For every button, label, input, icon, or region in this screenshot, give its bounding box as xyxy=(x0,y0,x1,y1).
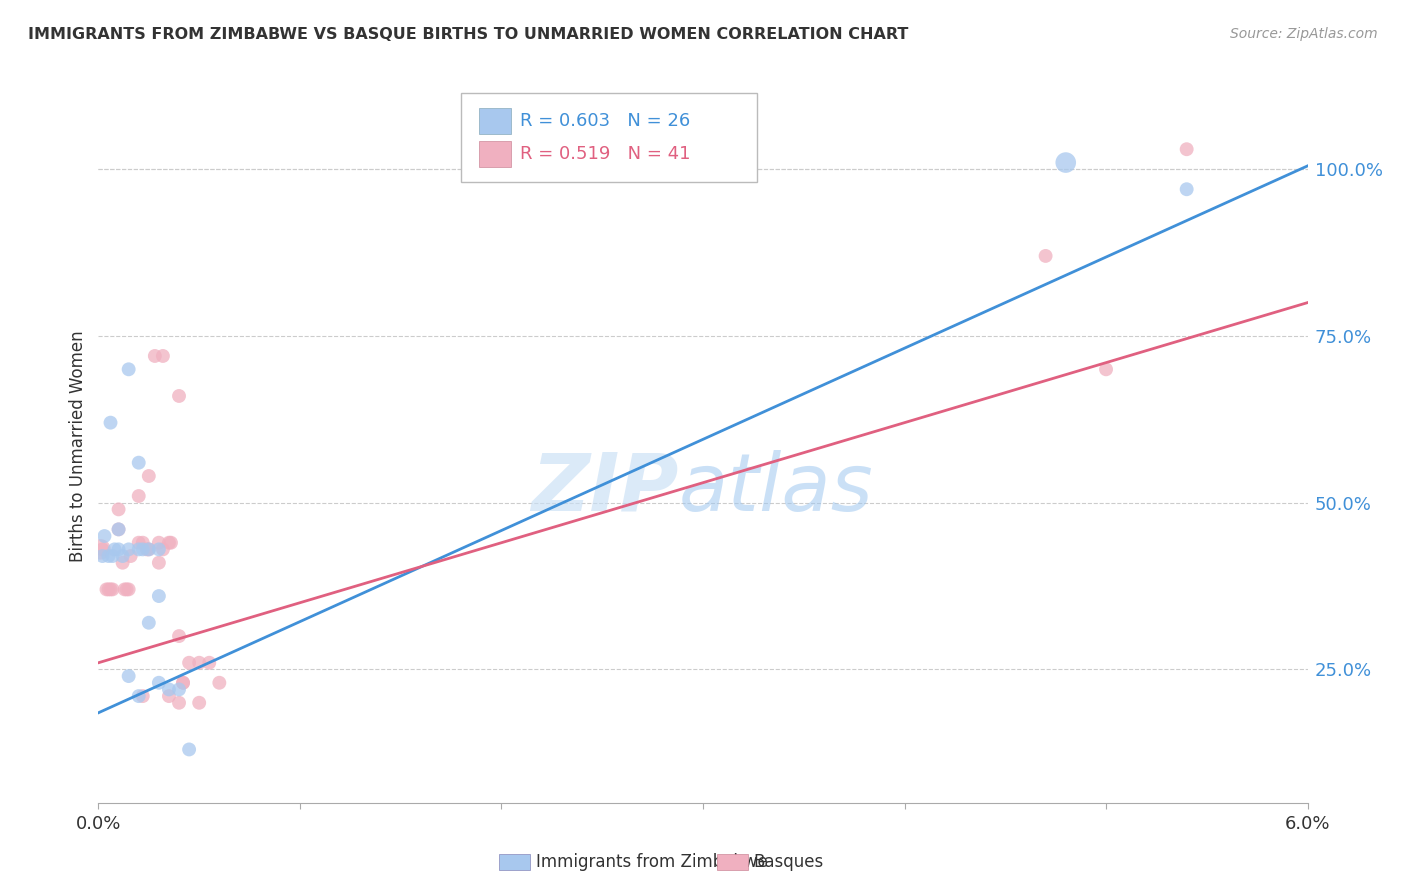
Point xyxy=(148,675,170,690)
Point xyxy=(128,535,150,549)
FancyBboxPatch shape xyxy=(479,141,510,167)
Point xyxy=(111,556,134,570)
Point xyxy=(138,615,160,630)
Point xyxy=(157,689,180,703)
Point xyxy=(172,675,194,690)
Point xyxy=(138,469,160,483)
Point xyxy=(179,742,201,756)
Point xyxy=(148,535,170,549)
Text: Source: ZipAtlas.com: Source: ZipAtlas.com xyxy=(1230,27,1378,41)
Point xyxy=(97,549,120,563)
Point xyxy=(179,656,201,670)
Point xyxy=(198,656,221,670)
Text: Basques: Basques xyxy=(754,853,824,871)
Point xyxy=(1175,182,1198,196)
Point xyxy=(100,416,122,430)
Point xyxy=(120,549,142,563)
Text: IMMIGRANTS FROM ZIMBABWE VS BASQUE BIRTHS TO UNMARRIED WOMEN CORRELATION CHART: IMMIGRANTS FROM ZIMBABWE VS BASQUE BIRTH… xyxy=(28,27,908,42)
Point xyxy=(152,349,174,363)
Point xyxy=(128,689,150,703)
Point xyxy=(118,362,141,376)
Point xyxy=(132,542,155,557)
Point xyxy=(143,349,166,363)
Point xyxy=(1095,362,1118,376)
Point xyxy=(1175,142,1198,156)
Point xyxy=(167,696,190,710)
Point xyxy=(107,502,129,516)
Point xyxy=(167,629,190,643)
Text: Immigrants from Zimbabwe: Immigrants from Zimbabwe xyxy=(536,853,768,871)
Point xyxy=(152,542,174,557)
Point xyxy=(100,582,122,597)
Text: R = 0.519   N = 41: R = 0.519 N = 41 xyxy=(520,145,690,163)
Point xyxy=(128,456,150,470)
Point xyxy=(91,542,114,557)
Point xyxy=(118,542,141,557)
Point xyxy=(115,582,138,597)
Point xyxy=(138,542,160,557)
Point xyxy=(148,542,170,557)
Point xyxy=(132,689,155,703)
Point xyxy=(107,522,129,536)
Point xyxy=(96,582,118,597)
Point xyxy=(118,582,141,597)
Point xyxy=(101,549,124,563)
Point xyxy=(1054,155,1077,169)
Point xyxy=(97,582,120,597)
FancyBboxPatch shape xyxy=(461,93,758,182)
Y-axis label: Births to Unmarried Women: Births to Unmarried Women xyxy=(69,330,87,562)
Point xyxy=(172,675,194,690)
Point xyxy=(103,542,125,557)
Point xyxy=(107,542,129,557)
Point xyxy=(91,549,114,563)
Point xyxy=(148,589,170,603)
Point xyxy=(128,542,150,557)
Point xyxy=(188,696,211,710)
Point xyxy=(132,535,155,549)
Text: atlas: atlas xyxy=(679,450,873,528)
Text: R = 0.603   N = 26: R = 0.603 N = 26 xyxy=(520,112,690,130)
Point xyxy=(157,535,180,549)
Point xyxy=(101,582,124,597)
Point xyxy=(107,522,129,536)
Point xyxy=(114,582,136,597)
Point xyxy=(135,542,157,557)
Point xyxy=(89,542,111,557)
FancyBboxPatch shape xyxy=(479,109,510,134)
Point xyxy=(208,675,231,690)
Point xyxy=(157,682,180,697)
Point xyxy=(160,535,183,549)
Point xyxy=(128,489,150,503)
Point xyxy=(167,682,190,697)
Point xyxy=(188,656,211,670)
Point xyxy=(93,529,115,543)
Point xyxy=(138,542,160,557)
Point xyxy=(118,669,141,683)
Text: ZIP: ZIP xyxy=(531,450,679,528)
Point xyxy=(111,549,134,563)
Point xyxy=(1035,249,1057,263)
Point xyxy=(148,556,170,570)
Point xyxy=(167,389,190,403)
